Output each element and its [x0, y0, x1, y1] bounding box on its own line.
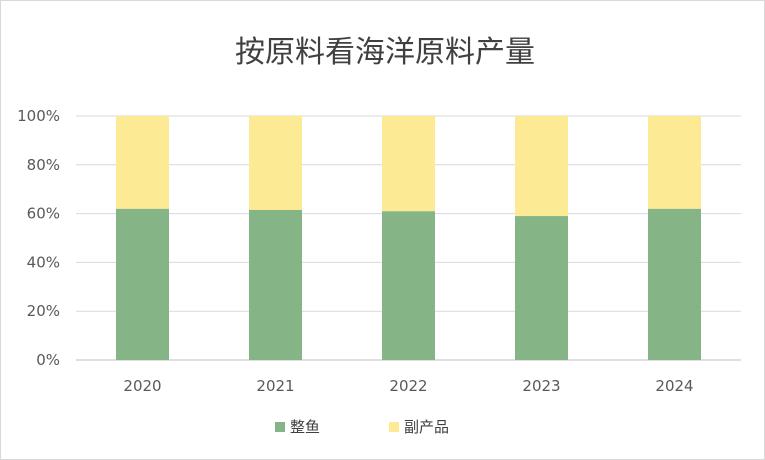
x-tick-label: 2022 — [389, 377, 427, 395]
legend-label: 副产品 — [404, 418, 449, 436]
bar-segment — [648, 116, 701, 209]
bar-segment — [116, 208, 169, 360]
legend-swatch — [389, 422, 399, 432]
chart-title: 按原料看海洋原料产量 — [235, 35, 535, 70]
y-tick-label: 0% — [36, 351, 60, 369]
x-tick-label: 2024 — [655, 377, 693, 395]
bar-segment — [116, 116, 169, 209]
y-tick-label: 100% — [17, 107, 60, 125]
bar-segment — [515, 216, 568, 360]
y-tick-label: 80% — [27, 156, 60, 174]
y-tick-label: 20% — [27, 302, 60, 320]
bar-segment — [249, 209, 302, 360]
bar-segment — [382, 211, 435, 360]
bars — [116, 116, 701, 360]
legend-swatch — [275, 422, 285, 432]
y-axis-ticks: 0% 20% 40% 60% 80% 100% — [17, 107, 60, 369]
x-tick-label: 2020 — [123, 377, 161, 395]
legend-label: 整鱼 — [290, 418, 320, 436]
y-tick-label: 40% — [27, 253, 60, 271]
bar-segment — [382, 116, 435, 212]
bar-segment — [249, 116, 302, 210]
legend: 整鱼 副产品 — [275, 418, 449, 436]
y-tick-label: 60% — [27, 205, 60, 223]
bar-segment — [515, 116, 568, 217]
x-axis-ticks: 2020 2021 2022 2023 2024 — [123, 377, 693, 395]
x-tick-label: 2021 — [256, 377, 294, 395]
bar-segment — [648, 208, 701, 360]
x-tick-label: 2023 — [522, 377, 560, 395]
